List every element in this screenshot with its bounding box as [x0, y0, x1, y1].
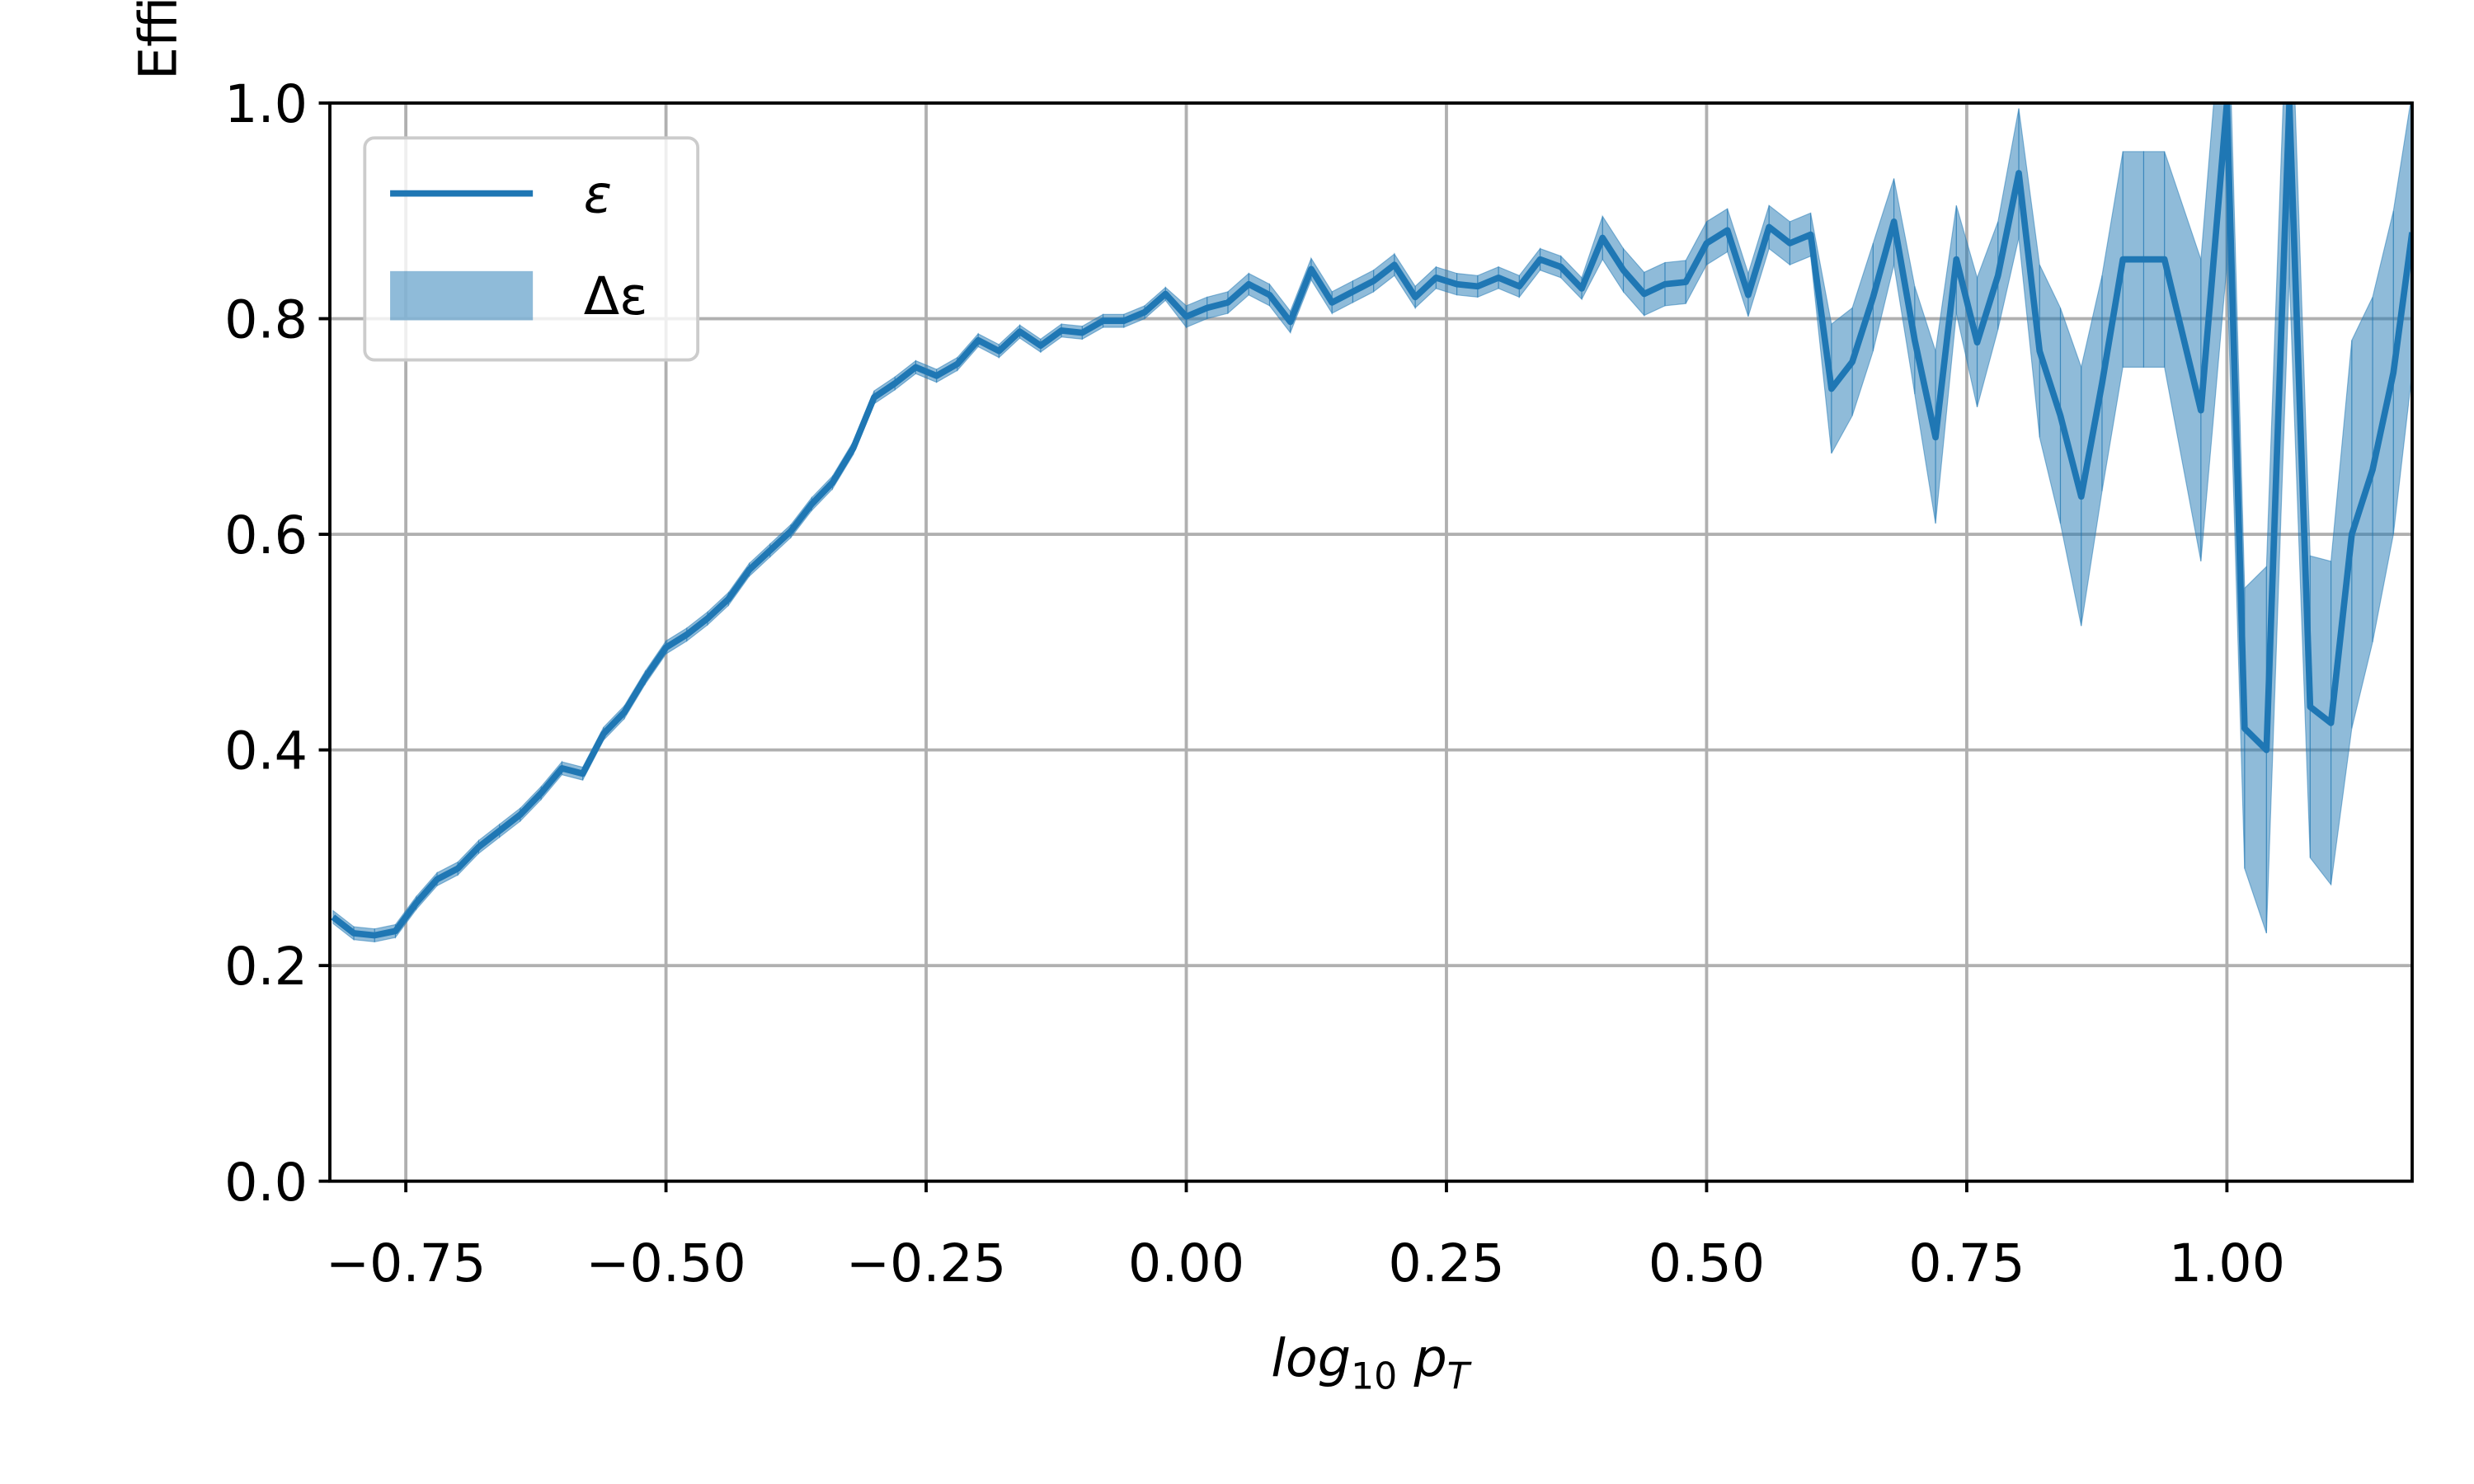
legend-band-swatch — [390, 270, 534, 321]
error-band — [1914, 286, 1936, 524]
legend-label: ε — [584, 164, 612, 225]
x-axis-label-part: T — [1447, 1356, 1472, 1398]
efficiency-line — [331, 103, 2412, 939]
y-tick-label: 0.4 — [224, 721, 308, 782]
y-tick-label: 0.6 — [224, 505, 308, 566]
x-tick-label: −0.25 — [846, 1233, 1006, 1294]
x-tick-label: 0.50 — [1649, 1233, 1765, 1294]
y-axis-label: Efficiency — [127, 0, 188, 80]
y-tick-label: 1.0 — [224, 73, 308, 134]
x-tick-label: 1.00 — [2169, 1233, 2285, 1294]
x-tick-label: 0.75 — [1908, 1233, 2025, 1294]
x-axis-label-part: p — [1397, 1327, 1446, 1388]
x-axis-label-part: log — [1271, 1327, 1351, 1388]
x-tick-label: −0.75 — [326, 1233, 486, 1294]
x-tick-label: −0.50 — [586, 1233, 745, 1294]
x-tick-label: 0.25 — [1388, 1233, 1504, 1294]
y-tick-label: 0.8 — [224, 289, 308, 350]
legend-label: Δε — [584, 265, 648, 326]
x-axis-label-part: 10 — [1351, 1356, 1397, 1398]
error-band — [2039, 264, 2062, 524]
x-tick-label: 0.00 — [1128, 1233, 1244, 1294]
y-tick-label: 0.2 — [224, 936, 308, 997]
error-band — [2164, 151, 2202, 561]
legend-box — [363, 136, 700, 362]
x-axis-label: log10 pT — [1271, 1327, 1471, 1397]
y-tick-label: 0.0 — [224, 1152, 308, 1213]
plot-frame — [328, 101, 2414, 1183]
error-band — [2351, 297, 2373, 729]
